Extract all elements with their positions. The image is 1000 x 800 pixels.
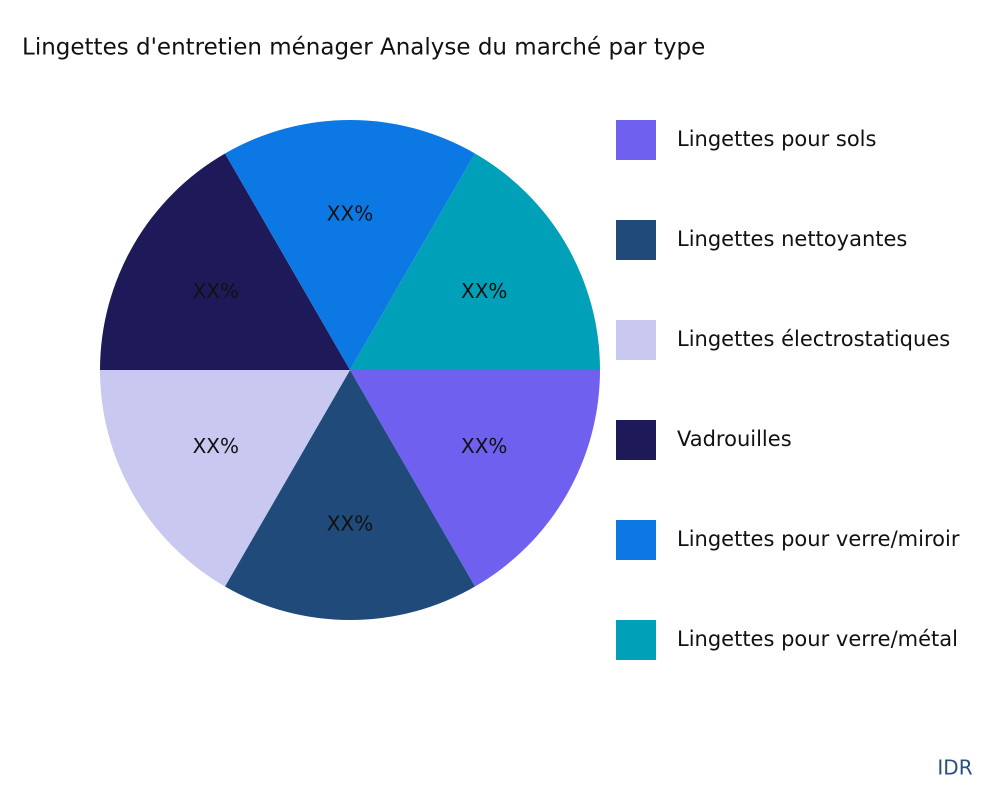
pie-slice — [225, 119, 475, 370]
slice-label: XX% — [461, 279, 507, 303]
pie-slice — [100, 370, 350, 587]
legend-swatch — [616, 220, 656, 260]
slice-label: XX% — [327, 512, 373, 536]
slice-label: XX% — [327, 202, 373, 226]
pie-slice — [350, 370, 600, 587]
pie-slice — [350, 153, 600, 370]
legend-swatch — [616, 520, 656, 560]
legend-label: Lingettes pour verre/métal — [677, 627, 958, 651]
legend-swatch — [616, 420, 656, 460]
chart-title: Lingettes d'entretien ménager Analyse du… — [22, 35, 705, 61]
legend-swatch — [616, 620, 656, 660]
legend-label: Lingettes électrostatiques — [677, 327, 950, 351]
legend-label: Lingettes pour verre/miroir — [677, 527, 960, 551]
slice-label: XX% — [461, 434, 507, 458]
legend-swatch — [616, 320, 656, 360]
slice-label: XX% — [193, 279, 239, 303]
slice-label: XX% — [193, 434, 239, 458]
legend-swatch — [616, 120, 656, 160]
source: IDR — [937, 756, 972, 780]
legend-label: Lingettes pour sols — [677, 127, 876, 151]
legend-label: Lingettes nettoyantes — [677, 227, 907, 251]
pie-slice — [225, 370, 475, 620]
legend-label: Vadrouilles — [677, 427, 792, 451]
pie-slice — [100, 153, 350, 370]
